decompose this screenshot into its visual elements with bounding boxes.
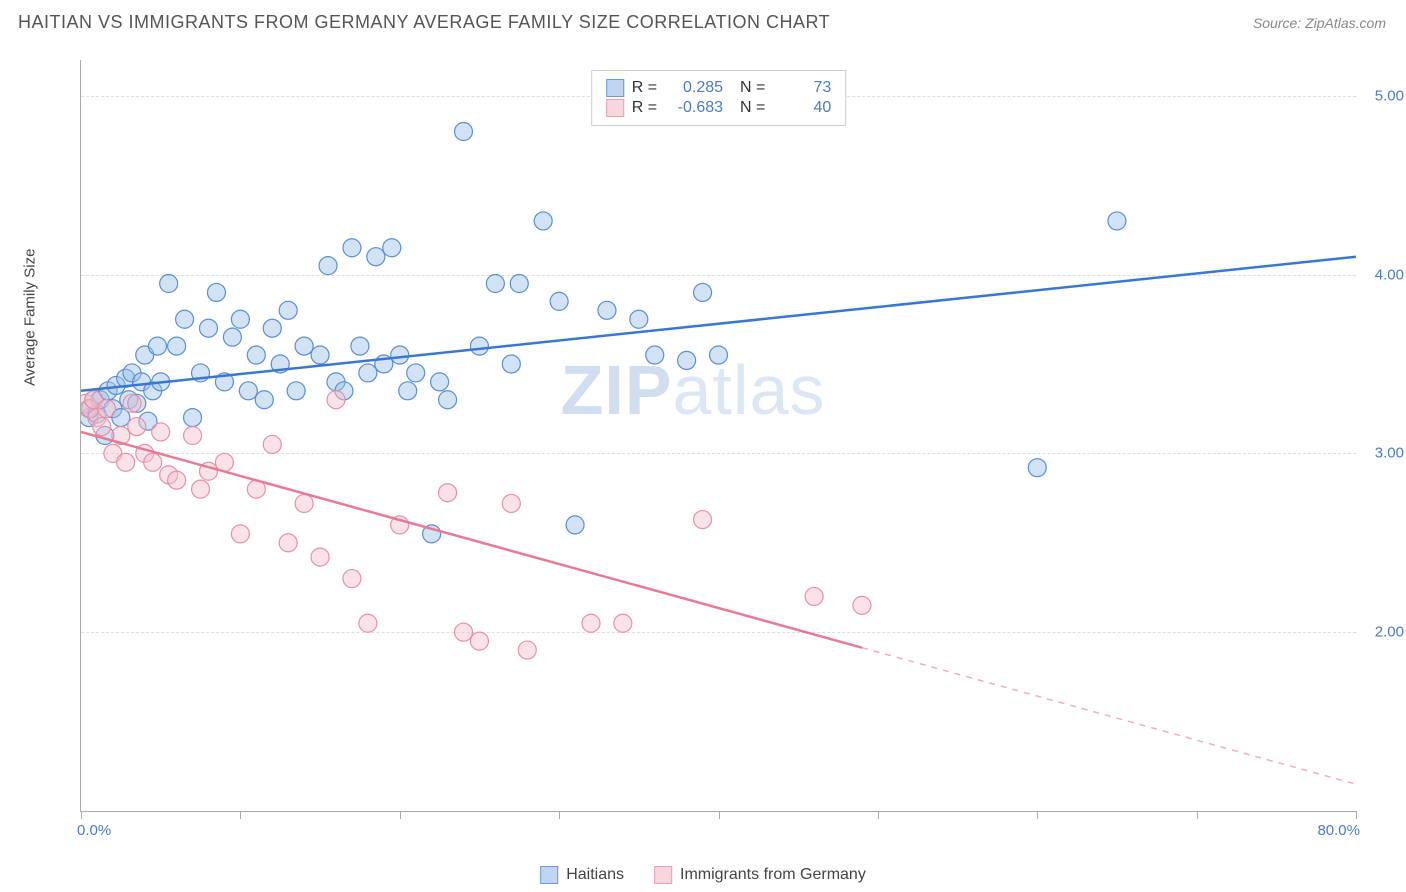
scatter-svg bbox=[81, 60, 1356, 811]
r-value: 0.285 bbox=[665, 79, 723, 97]
swatch-icon bbox=[606, 99, 624, 117]
y-tick-label: 3.00 bbox=[1375, 445, 1404, 462]
r-value: -0.683 bbox=[665, 99, 723, 117]
y-axis-label: Average Family Size bbox=[22, 249, 39, 386]
y-tick-label: 5.00 bbox=[1375, 87, 1404, 104]
chart-header: HAITIAN VS IMMIGRANTS FROM GERMANY AVERA… bbox=[0, 0, 1406, 41]
legend-item-germany: Immigrants from Germany bbox=[654, 866, 866, 884]
x-min-label: 0.0% bbox=[77, 822, 111, 839]
plot-area: ZIPatlas R = 0.285 N = 73 R = -0.683 N =… bbox=[80, 60, 1356, 812]
stats-legend-box: R = 0.285 N = 73 R = -0.683 N = 40 bbox=[591, 70, 847, 126]
legend-item-haitians: Haitians bbox=[540, 866, 624, 884]
stats-row-haitians: R = 0.285 N = 73 bbox=[606, 79, 832, 97]
y-tick-label: 2.00 bbox=[1375, 624, 1404, 641]
n-value: 40 bbox=[773, 99, 831, 117]
stats-row-germany: R = -0.683 N = 40 bbox=[606, 99, 832, 117]
swatch-icon bbox=[540, 866, 558, 884]
chart-title: HAITIAN VS IMMIGRANTS FROM GERMANY AVERA… bbox=[18, 12, 830, 33]
n-value: 73 bbox=[773, 79, 831, 97]
legend-label: Immigrants from Germany bbox=[680, 866, 866, 884]
source-attribution: Source: ZipAtlas.com bbox=[1253, 15, 1386, 31]
swatch-icon bbox=[654, 866, 672, 884]
chart-container: Average Family Size ZIPatlas R = 0.285 N… bbox=[50, 50, 1386, 842]
x-max-label: 80.0% bbox=[1317, 822, 1360, 839]
swatch-icon bbox=[606, 79, 624, 97]
bottom-legend: Haitians Immigrants from Germany bbox=[540, 866, 866, 884]
y-tick-label: 4.00 bbox=[1375, 266, 1404, 283]
legend-label: Haitians bbox=[566, 866, 624, 884]
